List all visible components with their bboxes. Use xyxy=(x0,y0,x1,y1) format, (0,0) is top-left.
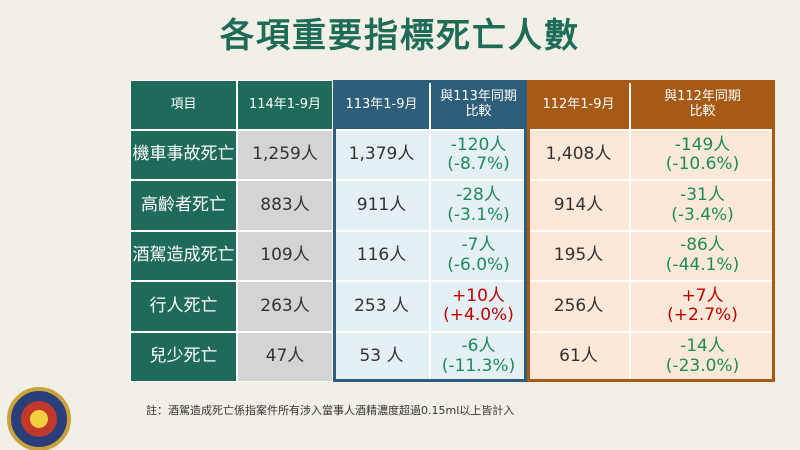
cell-line: (-6.0%) xyxy=(447,254,510,275)
header-cell: 與113年同期 比較 xyxy=(430,80,527,130)
data-cell: 263人 xyxy=(237,281,333,332)
cell-line: (+2.7%) xyxy=(667,305,738,326)
row-label: 酒駕造成死亡 xyxy=(130,230,237,282)
data-cell: -120人 (-8.7%) xyxy=(430,130,527,181)
cell-line: (-8.7%) xyxy=(447,154,510,175)
header-cell: 112年1-9月 xyxy=(527,80,630,130)
cell-line: -28人 xyxy=(456,185,501,206)
header-cell: 113年1-9月 xyxy=(333,80,430,130)
data-cell: -6人 (-11.3%) xyxy=(430,331,527,382)
cell-line: (-11.3%) xyxy=(441,355,516,376)
cell-line: -14人 xyxy=(680,336,725,357)
data-cell: -31人 (-3.4%) xyxy=(630,180,775,231)
data-cell: 61人 xyxy=(527,331,630,382)
data-cell: -86人 (-44.1%) xyxy=(630,230,775,282)
cell-line: 與113年同期 xyxy=(440,89,517,105)
data-cell: 914人 xyxy=(527,180,630,231)
data-cell: 1,379人 xyxy=(333,130,430,181)
data-cell: 911人 xyxy=(333,180,430,231)
cell-line: (-3.4%) xyxy=(671,204,734,225)
cell-line: (-10.6%) xyxy=(665,154,740,175)
cell-line: (-23.0%) xyxy=(665,355,740,376)
data-cell: 47人 xyxy=(237,331,333,382)
cell-line: -86人 xyxy=(680,235,725,256)
data-cell: 195人 xyxy=(527,230,630,282)
data-cell: -7人 (-6.0%) xyxy=(430,230,527,282)
data-cell: 53 人 xyxy=(333,331,430,382)
cell-line: (+4.0%) xyxy=(443,305,514,326)
cell-line: +7人 xyxy=(681,285,724,306)
data-cell: 883人 xyxy=(237,180,333,231)
data-cell: -14人 (-23.0%) xyxy=(630,331,775,382)
data-cell: 109人 xyxy=(237,230,333,282)
cell-line: -31人 xyxy=(680,185,725,206)
data-cell: -28人 (-3.1%) xyxy=(430,180,527,231)
header-cell: 114年1-9月 xyxy=(237,80,333,130)
cell-line: -6人 xyxy=(461,336,496,357)
header-cell: 項目 xyxy=(130,80,237,130)
data-cell: +7人 (+2.7%) xyxy=(630,281,775,332)
row-label: 兒少死亡 xyxy=(130,331,237,382)
cell-line: (-44.1%) xyxy=(665,254,740,275)
row-label: 機車事故死亡 xyxy=(130,130,237,181)
data-cell: +10人 (+4.0%) xyxy=(430,281,527,332)
data-cell: 116人 xyxy=(333,230,430,282)
cell-line: -7人 xyxy=(461,235,496,256)
data-cell: 256人 xyxy=(527,281,630,332)
cell-line: +10人 xyxy=(452,285,505,306)
cell-line: (-3.1%) xyxy=(447,204,510,225)
row-label: 行人死亡 xyxy=(130,281,237,332)
header-cell: 與112年同期 比較 xyxy=(630,80,775,130)
logo xyxy=(7,387,71,450)
slide-title: 各項重要指標死亡人數 xyxy=(220,16,580,56)
data-cell: -149人 (-10.6%) xyxy=(630,130,775,181)
row-label: 高齡者死亡 xyxy=(130,180,237,231)
cell-line: 比較 xyxy=(465,104,492,119)
data-cell: 1,259人 xyxy=(237,130,333,181)
data-cell: 253 人 xyxy=(333,281,430,332)
footnote: 註：酒駕造成死亡係指案件所有涉入當事人酒精濃度超過0.15ml以上皆計入 xyxy=(146,404,515,417)
cell-line: 比較 xyxy=(689,104,716,119)
cell-line: -149人 xyxy=(674,134,731,155)
cell-line: 與112年同期 xyxy=(664,89,741,105)
cell-line: -120人 xyxy=(450,134,507,155)
data-cell: 1,408人 xyxy=(527,130,630,181)
